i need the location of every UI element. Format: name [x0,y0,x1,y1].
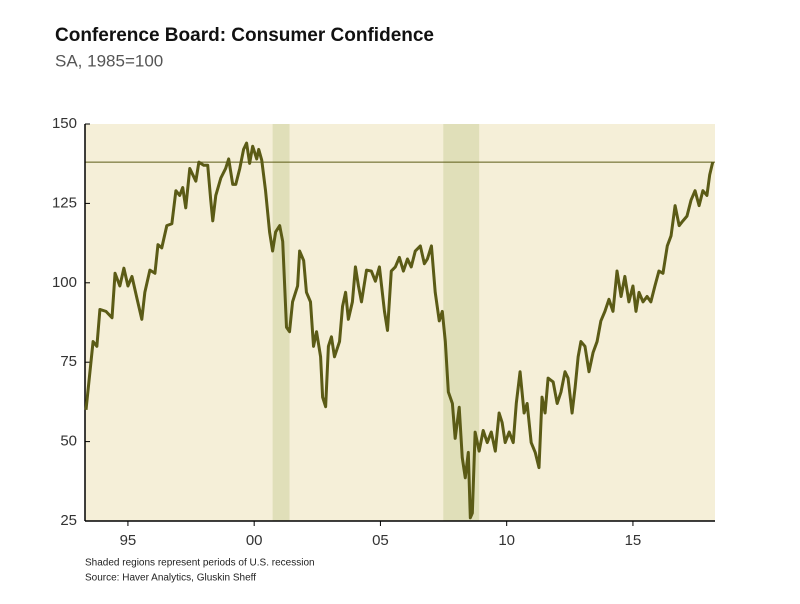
x-tick-label: 95 [120,532,137,549]
source-note: Source: Haver Analytics, Gluskin Sheff [85,573,256,584]
x-tick-label: 10 [498,532,515,549]
y-tick-label: 75 [60,353,77,370]
x-tick-label: 05 [372,532,389,549]
y-tick-label: 125 [52,194,77,211]
y-tick-label: 25 [60,512,77,529]
footnote: Shaded regions represent periods of U.S.… [85,558,315,569]
y-tick-label: 150 [52,115,77,132]
y-tick-label: 100 [52,274,77,291]
chart-title: Conference Board: Consumer Confidence [55,25,434,46]
series-line [84,141,715,520]
recession-shade [272,124,290,521]
y-tick-label: 50 [60,433,77,450]
chart-subtitle: SA, 1985=100 [55,51,163,70]
x-tick-label: 15 [625,532,642,549]
plot-background [85,124,715,521]
x-tick-label: 00 [246,532,263,549]
